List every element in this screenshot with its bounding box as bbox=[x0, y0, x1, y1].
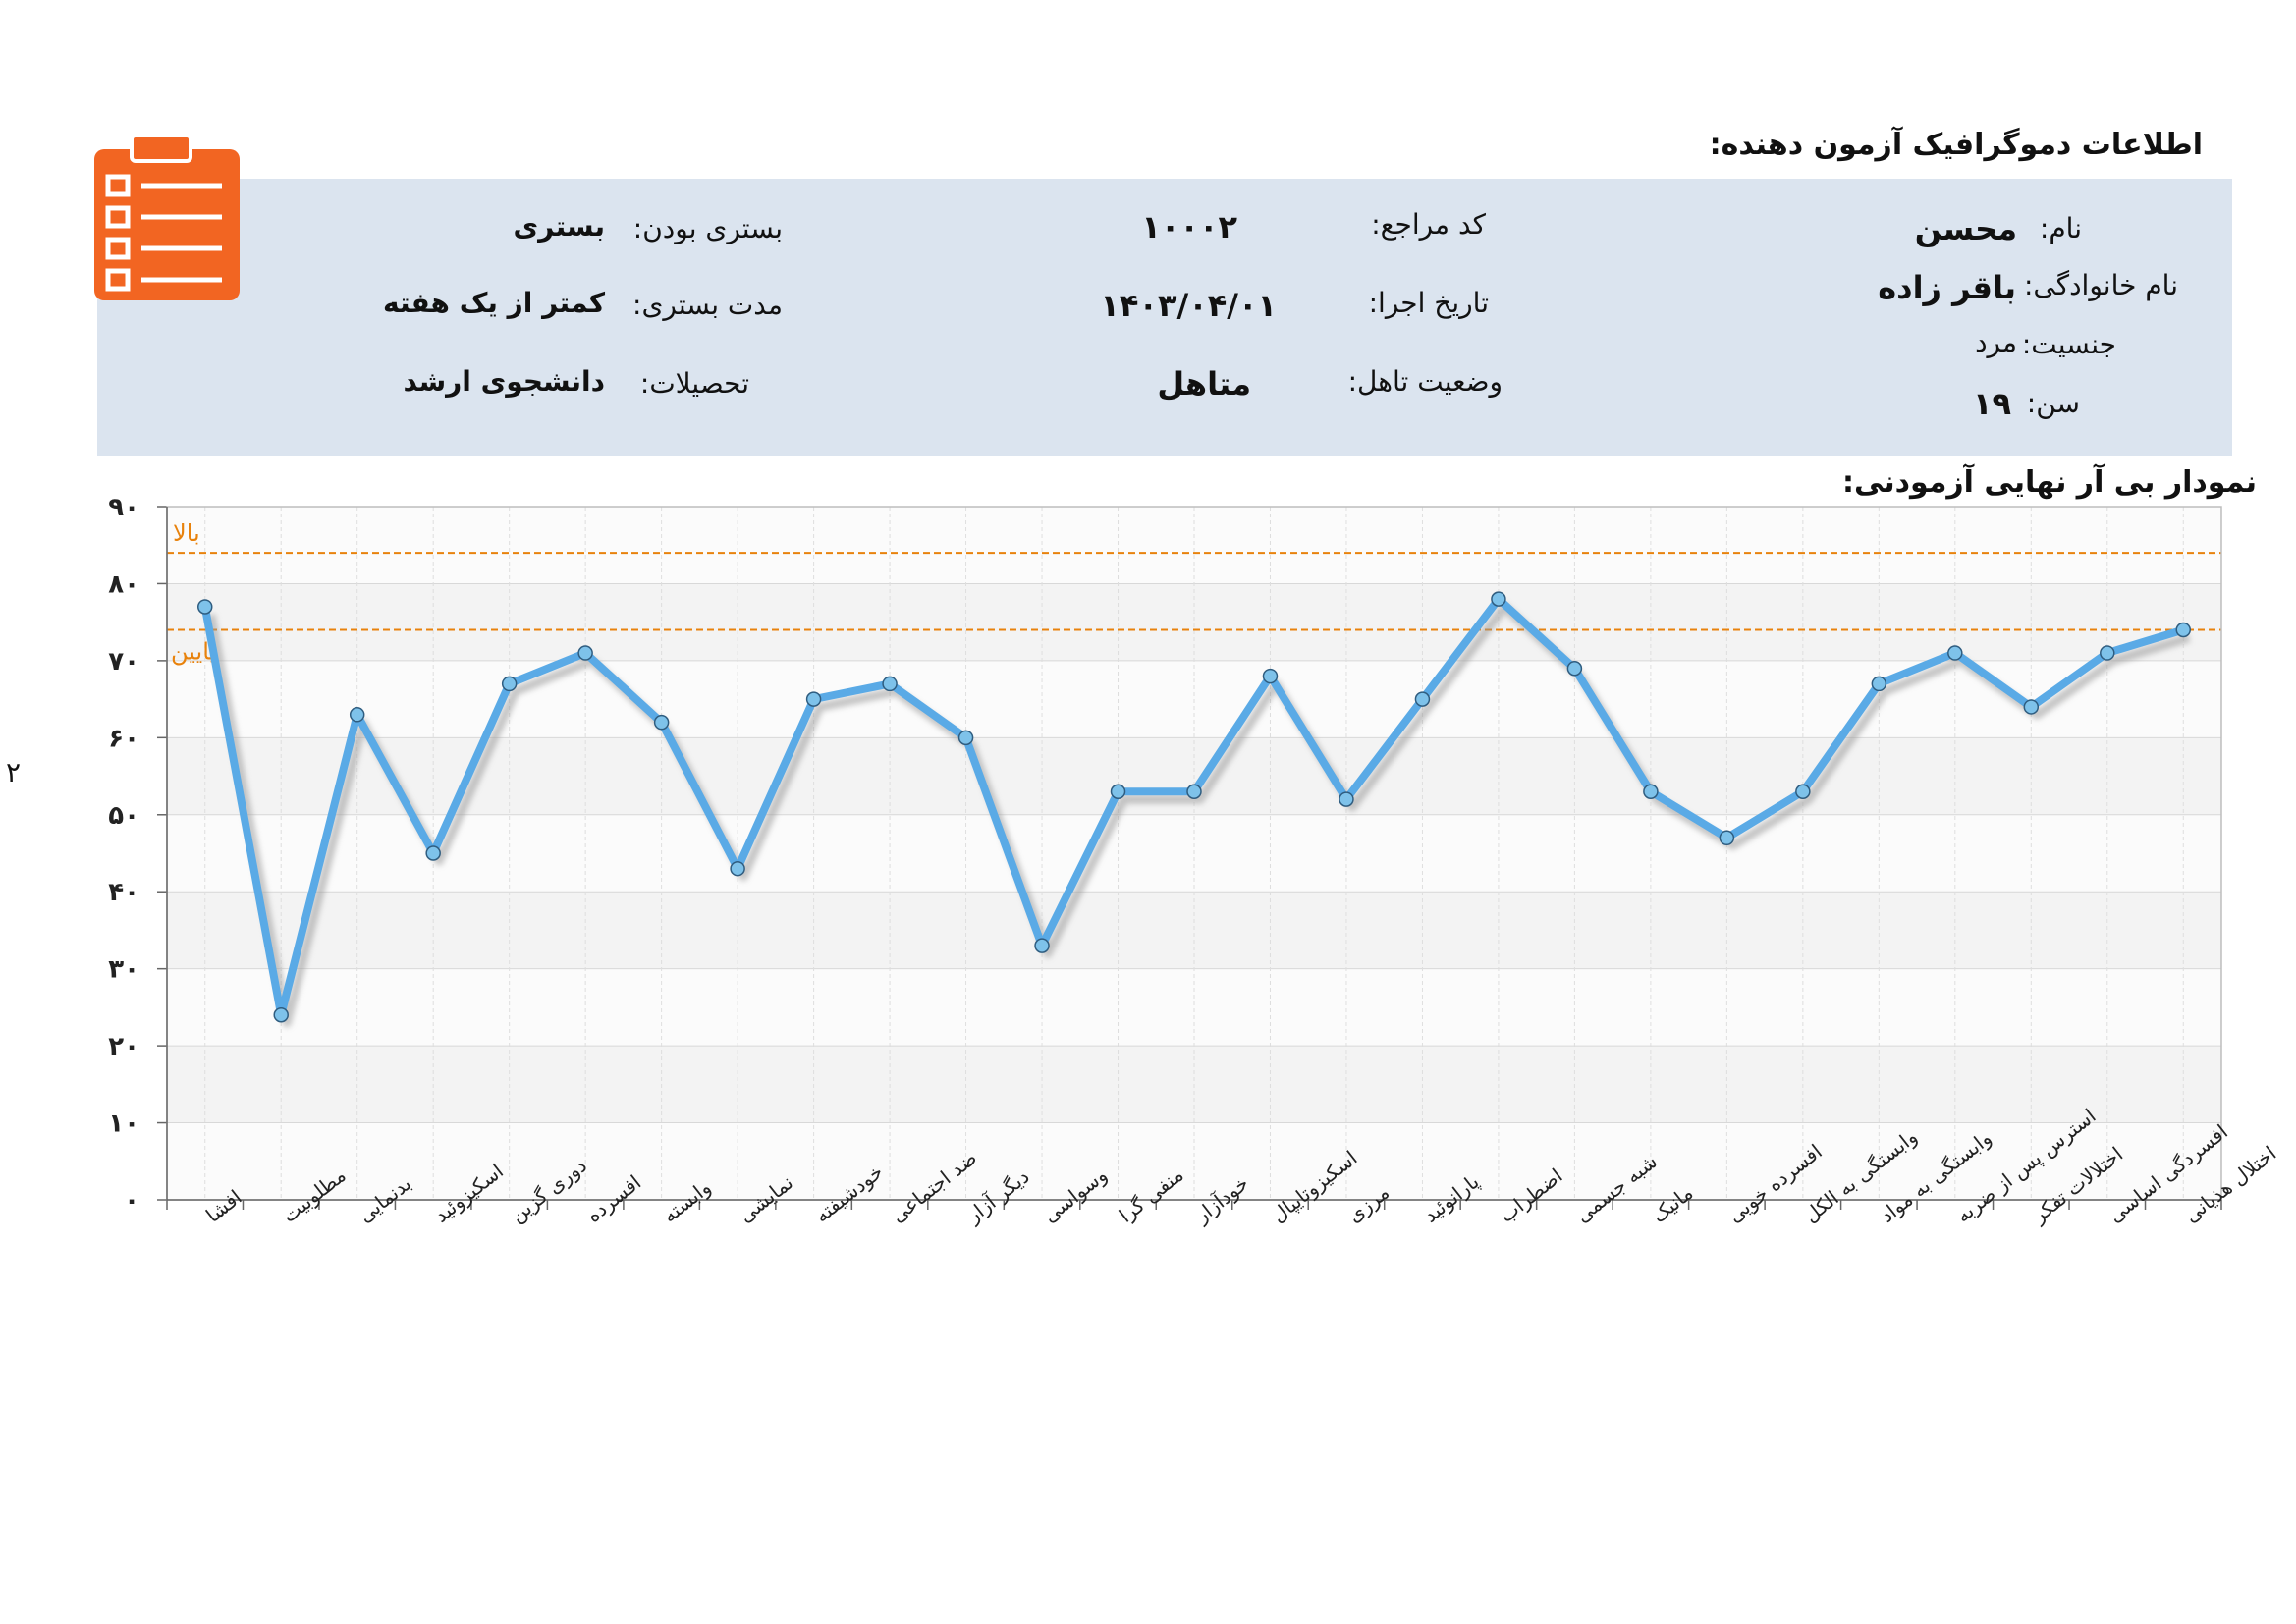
data-point bbox=[1339, 791, 1354, 807]
inpatient-duration-value: کمتر از یک هفته bbox=[382, 287, 605, 319]
y-tick-label: ۵۰ bbox=[108, 801, 139, 831]
reference-label-upper: بالا bbox=[173, 519, 200, 547]
data-point bbox=[1719, 830, 1735, 846]
y-tick-label: ۶۰ bbox=[108, 724, 139, 753]
plot-band bbox=[167, 583, 2221, 661]
series-shadow bbox=[206, 602, 2191, 1028]
education-value: دانشجوی ارشد bbox=[403, 365, 605, 398]
gender-value: مرد bbox=[1975, 326, 2017, 358]
data-point bbox=[1566, 660, 1583, 677]
inpatient-value: بستری bbox=[513, 210, 605, 243]
data-point bbox=[1186, 784, 1202, 799]
name-value: محسن bbox=[1914, 210, 2017, 247]
data-point bbox=[1034, 938, 1050, 953]
data-point bbox=[653, 714, 670, 731]
y-tick-label: ۱۰ bbox=[108, 1110, 139, 1139]
client-code-label: کد مراجع: bbox=[1371, 208, 1486, 241]
y-tick-label: ۷۰ bbox=[108, 647, 139, 677]
data-point bbox=[2023, 699, 2040, 715]
data-point bbox=[425, 845, 441, 861]
family-name-value: باقر زاده bbox=[1878, 269, 2016, 306]
data-point bbox=[1110, 784, 1126, 799]
data-point bbox=[957, 730, 974, 746]
y-tick-label: ۰ bbox=[124, 1186, 139, 1216]
test-date-label: تاریخ اجرا: bbox=[1368, 287, 1489, 319]
clipboard-list-icon bbox=[94, 135, 240, 300]
data-point bbox=[1491, 591, 1506, 607]
marital-status-label: وضعیت تاهل: bbox=[1347, 365, 1503, 398]
page-number: ۲ bbox=[6, 756, 22, 788]
data-point bbox=[1795, 784, 1811, 799]
data-point bbox=[577, 645, 593, 661]
y-tick-label: ۹۰ bbox=[108, 493, 139, 522]
inpatient-duration-label: مدت بستری: bbox=[632, 289, 783, 321]
data-point bbox=[2175, 622, 2192, 638]
data-point bbox=[349, 707, 365, 723]
family-name-label: نام خانوادگی: bbox=[2023, 269, 2178, 301]
data-point bbox=[1414, 691, 1431, 707]
data-point bbox=[1871, 676, 1887, 692]
plot-band bbox=[167, 968, 2221, 1047]
data-point bbox=[805, 691, 822, 707]
data-point bbox=[501, 676, 518, 692]
y-tick-label: ۴۰ bbox=[108, 878, 139, 907]
data-point bbox=[273, 1006, 289, 1023]
data-point bbox=[2100, 645, 2115, 661]
data-point bbox=[1262, 668, 1279, 684]
inpatient-label: بستری بودن: bbox=[632, 212, 783, 244]
marital-status-value: متاهل bbox=[1157, 365, 1251, 403]
age-label: سن: bbox=[2026, 387, 2080, 419]
chart-title: نمودار بی آر نهایی آزمودنی: bbox=[1842, 465, 2257, 500]
name-label: نام: bbox=[2039, 212, 2082, 244]
data-point bbox=[1643, 784, 1659, 799]
test-date-value: ۱۴۰۳/۰۴/۰۱ bbox=[1100, 287, 1277, 324]
demographic-section-title: اطلاعات دموگرافیک آزمون دهنده: bbox=[1709, 128, 2203, 162]
demographic-info-panel bbox=[97, 179, 2232, 456]
age-value: ۱۹ bbox=[1972, 385, 2011, 422]
y-tick-label: ۳۰ bbox=[108, 955, 139, 985]
data-point bbox=[196, 599, 213, 615]
client-code-value: ۱۰۰۰۲ bbox=[1141, 208, 1237, 245]
data-point bbox=[1947, 645, 1963, 661]
y-tick-label: ۲۰ bbox=[108, 1032, 139, 1061]
education-label: تحصیلات: bbox=[639, 367, 749, 400]
gender-label: جنسیت: bbox=[2021, 328, 2116, 360]
data-point bbox=[882, 676, 898, 692]
y-tick-label: ۸۰ bbox=[108, 569, 139, 599]
data-point bbox=[730, 860, 745, 877]
